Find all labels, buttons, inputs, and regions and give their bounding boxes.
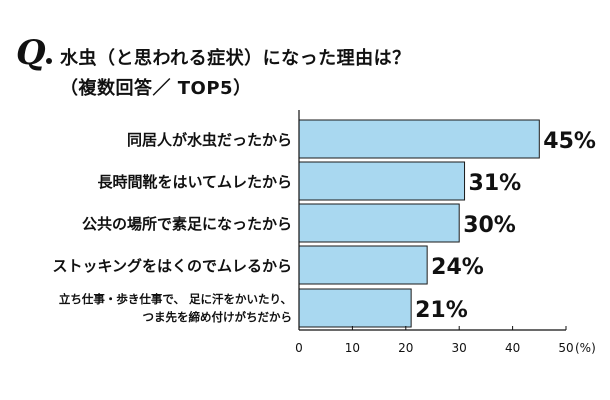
- value-label: 21%: [415, 298, 468, 323]
- bar: [298, 161, 466, 201]
- x-tick-label: 30: [452, 341, 467, 355]
- bar: [298, 119, 540, 159]
- category-label: 同居人が水虫だったから: [127, 131, 292, 149]
- category-label-line: つま先を締め付けがちだから: [143, 310, 293, 324]
- bar: [298, 203, 460, 243]
- value-label: 24%: [431, 255, 484, 280]
- x-unit-label: (%): [575, 341, 596, 355]
- category-label: ストッキングをはくのでムレるから: [52, 257, 292, 275]
- x-tick-label: 50: [558, 341, 573, 355]
- chart-title: 水虫（と思われる症状）になった理由は？: [60, 48, 411, 69]
- x-tick-label: 10: [345, 341, 360, 355]
- bar: [298, 288, 412, 328]
- category-label-line: 立ち仕事・歩き仕事で、 足に汗をかいたり、: [59, 292, 292, 306]
- value-label: 45%: [543, 129, 596, 154]
- bar: [298, 245, 428, 285]
- question-mark-q: Q: [16, 33, 46, 73]
- x-tick-label: 40: [505, 341, 520, 355]
- category-label: 公共の場所で素足になったから: [82, 215, 292, 233]
- value-label: 31%: [469, 171, 522, 196]
- question-dot: [46, 58, 52, 64]
- category-label: 長時間靴をはいてムレたから: [97, 173, 292, 191]
- x-tick-label: 0: [295, 341, 303, 355]
- x-tick-label: 20: [398, 341, 413, 355]
- value-label: 30%: [463, 213, 516, 238]
- chart-subtitle: （複数回答／ TOP5）: [60, 78, 252, 99]
